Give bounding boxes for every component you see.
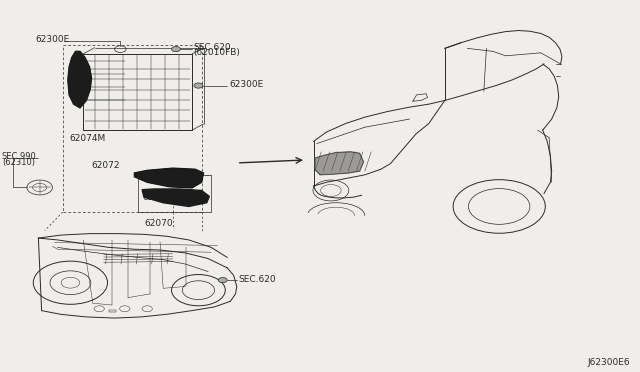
Text: 62300E: 62300E [229, 80, 264, 89]
Circle shape [218, 278, 227, 283]
Polygon shape [134, 168, 204, 188]
Text: SEC.990: SEC.990 [2, 153, 36, 161]
Polygon shape [68, 51, 92, 108]
Text: 62075M: 62075M [142, 193, 179, 202]
Text: 62300E: 62300E [35, 35, 70, 44]
Text: SEC.620: SEC.620 [238, 275, 276, 284]
Text: 62074M: 62074M [69, 134, 106, 143]
Polygon shape [142, 189, 209, 206]
Circle shape [172, 46, 180, 52]
Text: J62300E6: J62300E6 [588, 358, 630, 367]
Polygon shape [315, 152, 364, 175]
Text: 62070: 62070 [144, 219, 173, 228]
Text: 62072: 62072 [92, 161, 120, 170]
Text: (62310): (62310) [2, 158, 35, 167]
Text: SEC.620: SEC.620 [193, 43, 231, 52]
Text: (62010FB): (62010FB) [193, 48, 240, 57]
Circle shape [194, 83, 203, 88]
